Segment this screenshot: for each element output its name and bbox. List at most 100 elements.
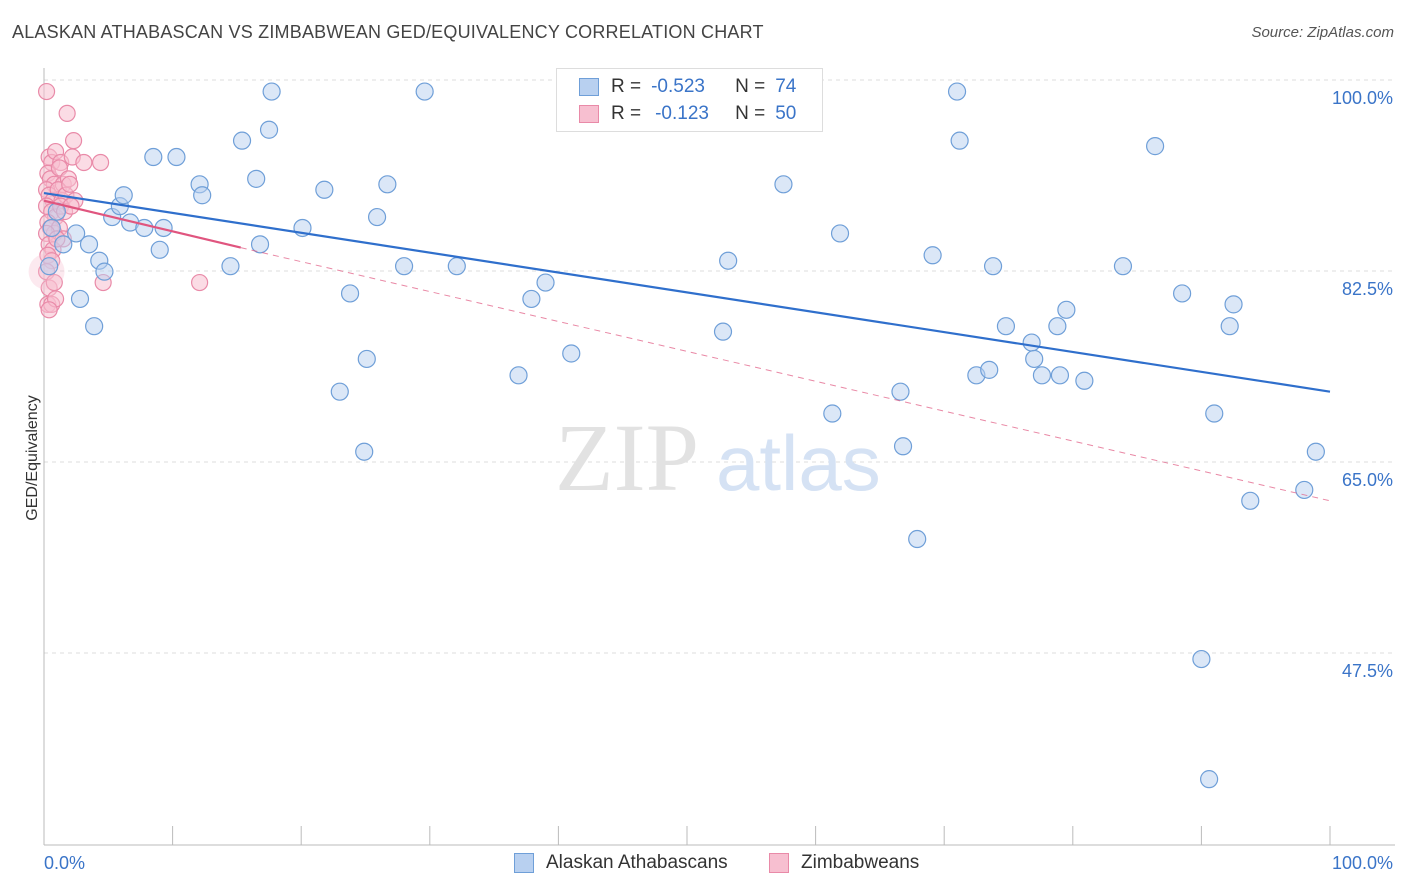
y-tick-label: 47.5%	[1342, 661, 1393, 681]
data-point-athabascan	[394, 257, 414, 276]
data-point-athabascan	[1050, 366, 1070, 385]
data-point-athabascan	[315, 180, 334, 199]
data-point-athabascan	[1075, 371, 1094, 390]
data-point-athabascan	[355, 442, 374, 461]
source-credit: Source: ZipAtlas.com	[1251, 24, 1394, 41]
athabascan-points	[40, 82, 1325, 789]
legend-n-label: N =	[735, 76, 766, 97]
data-point-zimbabwean	[75, 153, 93, 172]
data-point-athabascan	[1192, 649, 1211, 669]
data-point-zimbabwean	[61, 175, 79, 193]
data-point-athabascan	[1205, 404, 1224, 423]
data-point-athabascan	[1173, 284, 1192, 303]
data-point-athabascan	[823, 404, 842, 423]
trend-line-athabascan	[43, 191, 1331, 393]
data-point-athabascan	[330, 382, 349, 401]
data-point-athabascan	[1241, 491, 1260, 510]
legend-swatch-blue	[579, 78, 599, 96]
data-point-athabascan	[774, 175, 793, 194]
y-tick-label: 100.0%	[1332, 88, 1393, 108]
data-point-athabascan	[891, 382, 910, 401]
legend-swatch-blue	[514, 853, 534, 873]
data-point-athabascan	[1295, 480, 1314, 500]
y-tick-label: 82.5%	[1342, 279, 1393, 299]
data-point-athabascan	[830, 224, 850, 243]
data-point-athabascan	[1146, 137, 1165, 156]
data-point-athabascan	[1220, 317, 1239, 336]
data-point-athabascan	[40, 257, 59, 276]
data-point-athabascan	[996, 317, 1016, 336]
data-point-zimbabwean	[191, 273, 209, 292]
data-point-zimbabwean	[37, 82, 56, 101]
watermark-atlas: atlas	[716, 419, 881, 507]
legend-label-athabascans: Alaskan Athabascans	[546, 852, 728, 873]
data-point-athabascan	[135, 218, 154, 238]
trend-line-zimbabwean	[43, 199, 242, 249]
data-point-athabascan	[509, 366, 528, 385]
data-point-athabascan	[1113, 257, 1133, 276]
data-point-athabascan	[85, 317, 104, 336]
data-point-athabascan	[1048, 317, 1067, 336]
legend-n-value: 50	[775, 103, 797, 124]
data-point-athabascan	[950, 131, 969, 150]
data-point-athabascan	[167, 147, 186, 167]
data-point-athabascan	[150, 240, 169, 259]
data-point-athabascan	[79, 235, 99, 254]
data-point-zimbabwean	[91, 153, 110, 172]
legend-item-zimbabweans[interactable]: Zimbabweans	[769, 852, 919, 874]
data-point-athabascan	[923, 246, 942, 265]
legend-n-value: 74	[775, 76, 797, 97]
data-point-athabascan	[1057, 300, 1076, 319]
data-point-athabascan	[42, 218, 61, 238]
data-point-athabascan	[70, 289, 90, 309]
watermark: ZIP atlas	[555, 404, 881, 511]
legend-label-zimbabweans: Zimbabweans	[801, 852, 920, 873]
data-point-zimbabwean	[58, 104, 76, 122]
data-point-athabascan	[1200, 770, 1219, 789]
data-point-athabascan	[983, 257, 1003, 276]
data-point-athabascan	[713, 322, 733, 341]
data-point-athabascan	[893, 437, 913, 456]
data-point-athabascan	[67, 224, 86, 243]
data-point-athabascan	[1306, 442, 1325, 461]
data-point-athabascan	[1022, 333, 1041, 352]
tick-labels: 47.5% 65.0% 82.5% 100.0% 0.0% 100.0%	[44, 88, 1393, 873]
data-point-zimbabwean	[40, 301, 58, 319]
y-tick-label: 65.0%	[1342, 470, 1393, 490]
data-point-athabascan	[562, 344, 581, 363]
chart-title: ALASKAN ATHABASCAN VS ZIMBABWEAN GED/EQU…	[12, 22, 764, 42]
data-point-athabascan	[1025, 349, 1044, 369]
data-point-athabascan	[262, 82, 281, 101]
data-point-athabascan	[54, 235, 73, 254]
data-point-athabascan	[536, 273, 555, 292]
data-point-athabascan	[1224, 295, 1243, 314]
legend-item-athabascans[interactable]: Alaskan Athabascans	[514, 852, 728, 874]
data-point-athabascan	[908, 529, 927, 549]
legend-r-value: -0.523	[651, 76, 705, 97]
legend-r-value: -0.123	[655, 103, 709, 124]
data-point-athabascan	[415, 82, 434, 101]
data-point-athabascan	[947, 82, 967, 101]
legend-row-zimbabwean: R = -0.123 N = 50	[579, 102, 796, 126]
data-point-athabascan	[114, 186, 133, 205]
data-point-athabascan	[719, 251, 738, 270]
data-point-athabascan	[378, 175, 397, 194]
grid-lines	[44, 79, 1395, 654]
legend-n-label: N =	[735, 103, 766, 124]
y-axis-label: GED/Equivalency	[24, 395, 41, 520]
data-point-athabascan	[357, 349, 376, 369]
data-point-athabascan	[522, 289, 541, 309]
x-tick-label: 0.0%	[44, 853, 85, 873]
series-legend: Alaskan Athabascans Zimbabweans	[0, 852, 1406, 878]
legend-r-label: R =	[611, 76, 642, 97]
data-point-athabascan	[250, 235, 270, 254]
data-point-athabascan	[1032, 366, 1052, 385]
trend-lines	[43, 191, 1331, 502]
data-point-athabascan	[367, 207, 387, 227]
watermark-zip: ZIP	[555, 404, 699, 511]
stats-legend: R = -0.523 N = 74 R = -0.123 N = 50	[556, 68, 823, 132]
data-point-athabascan	[193, 186, 212, 205]
data-point-athabascan	[247, 169, 266, 188]
data-point-athabascan	[980, 360, 999, 379]
